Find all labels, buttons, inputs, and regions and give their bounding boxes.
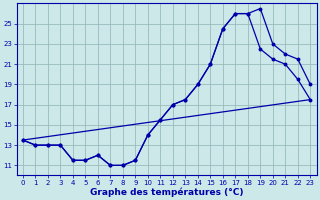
X-axis label: Graphe des températures (°C): Graphe des températures (°C) [90, 187, 243, 197]
